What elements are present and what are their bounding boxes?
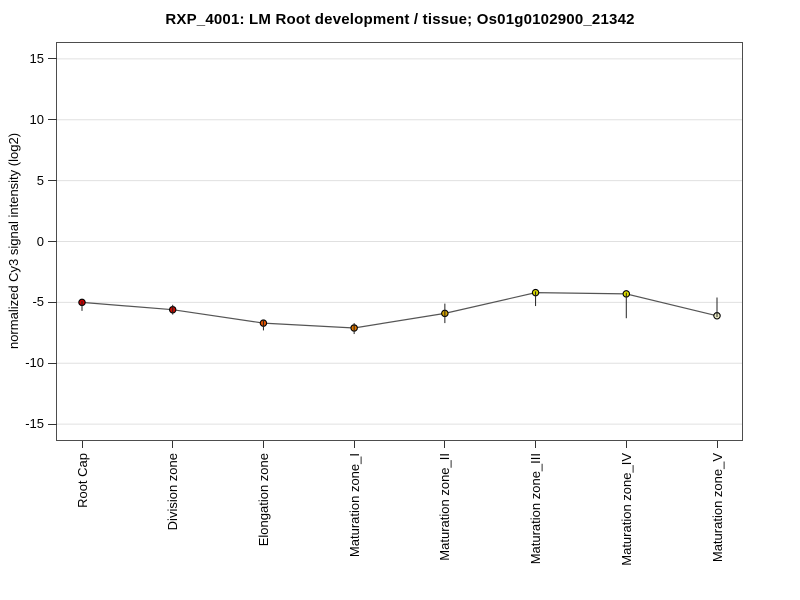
x-tick (353, 441, 355, 448)
y-tick-label: -5 (32, 294, 44, 310)
x-tick-label: Elongation zone (255, 453, 271, 547)
x-tick-label: Maturation zone_I (346, 453, 362, 558)
chart-title: RXP_4001: LM Root development / tissue; … (165, 11, 635, 28)
y-tick (48, 362, 57, 364)
plot-canvas (57, 58, 742, 425)
y-tick (48, 119, 57, 121)
y-tick-label: 5 (36, 172, 44, 188)
x-tick (172, 441, 174, 448)
x-tick-label: Maturation zone_V (709, 453, 725, 563)
y-tick (48, 58, 57, 60)
x-tick (535, 441, 537, 448)
x-tick (625, 441, 627, 448)
y-tick (48, 301, 57, 303)
y-tick-label: -10 (25, 355, 44, 371)
x-tick-label: Maturation zone_III (528, 453, 544, 565)
x-tick (262, 441, 264, 448)
y-tick (48, 241, 57, 242)
y-tick-label: 15 (29, 50, 44, 66)
x-tick-label: Root Cap (74, 453, 90, 508)
y-tick-label: 0 (36, 233, 44, 249)
x-tick-label: Maturation zone_IV (618, 453, 634, 566)
x-tick (444, 441, 446, 448)
y-tick (48, 423, 57, 425)
y-tick-label: -15 (25, 416, 44, 432)
y-tick-label: 10 (29, 111, 44, 127)
x-tick (81, 441, 83, 448)
series-line (81, 292, 718, 329)
x-tick (716, 441, 718, 448)
x-tick-label: Maturation zone_II (437, 453, 453, 561)
y-tick (48, 180, 57, 182)
x-tick-label: Division zone (165, 453, 181, 531)
